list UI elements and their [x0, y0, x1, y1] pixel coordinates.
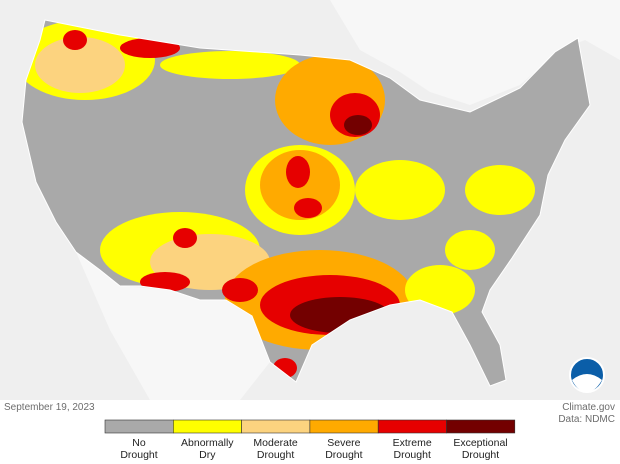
region	[35, 37, 125, 93]
legend-swatch	[446, 419, 516, 434]
region	[465, 165, 535, 215]
legend-label-line: Exceptional	[453, 437, 508, 449]
legend-label-line: Extreme	[392, 437, 432, 449]
legend-label-line: Drought	[461, 449, 500, 461]
region	[120, 38, 180, 58]
canada	[330, 0, 620, 105]
legend-label-line: Severe	[327, 437, 361, 449]
legend-label-line: Drought	[256, 449, 295, 461]
region	[63, 30, 87, 50]
date: September 19, 2023	[4, 402, 95, 413]
legend	[104, 419, 516, 434]
legend-swatch	[309, 419, 379, 434]
legend-swatch	[377, 419, 447, 434]
legend-label-line: Drought	[393, 449, 431, 461]
legend-label: Moderate Drought	[242, 437, 310, 461]
legend-swatch	[104, 419, 174, 434]
legend-label: Severe Drought	[310, 437, 378, 461]
drought-layer	[22, 20, 590, 386]
legend-label-line: No	[132, 437, 146, 449]
legend-label-line: Drought	[325, 449, 363, 461]
region	[355, 160, 445, 220]
legend-swatch	[173, 419, 242, 434]
legend-label: No Drought	[105, 437, 173, 461]
source: Climate.gov	[562, 402, 615, 413]
legend-swatch	[241, 419, 311, 434]
legend-label: Extreme Drought	[378, 437, 446, 461]
legend-label-line: Moderate	[253, 437, 298, 449]
region	[344, 115, 372, 135]
legend-label-line: Dry	[199, 449, 216, 461]
region	[445, 230, 495, 270]
region	[173, 228, 197, 248]
legend-label-line: Drought	[120, 449, 158, 461]
us-outline	[21, 19, 591, 387]
legend-label: Abnormally Dry	[173, 437, 241, 461]
region	[222, 278, 258, 302]
data-credit: Data: NDMC	[558, 414, 615, 425]
region	[140, 272, 190, 292]
region	[294, 198, 322, 218]
mexico	[76, 252, 270, 400]
noaa-logo-wave	[572, 374, 602, 392]
legend-label: Exceptional Drought	[447, 437, 515, 461]
legend-label-line: Abnormally	[181, 437, 234, 449]
region	[160, 51, 300, 79]
region	[286, 156, 310, 188]
